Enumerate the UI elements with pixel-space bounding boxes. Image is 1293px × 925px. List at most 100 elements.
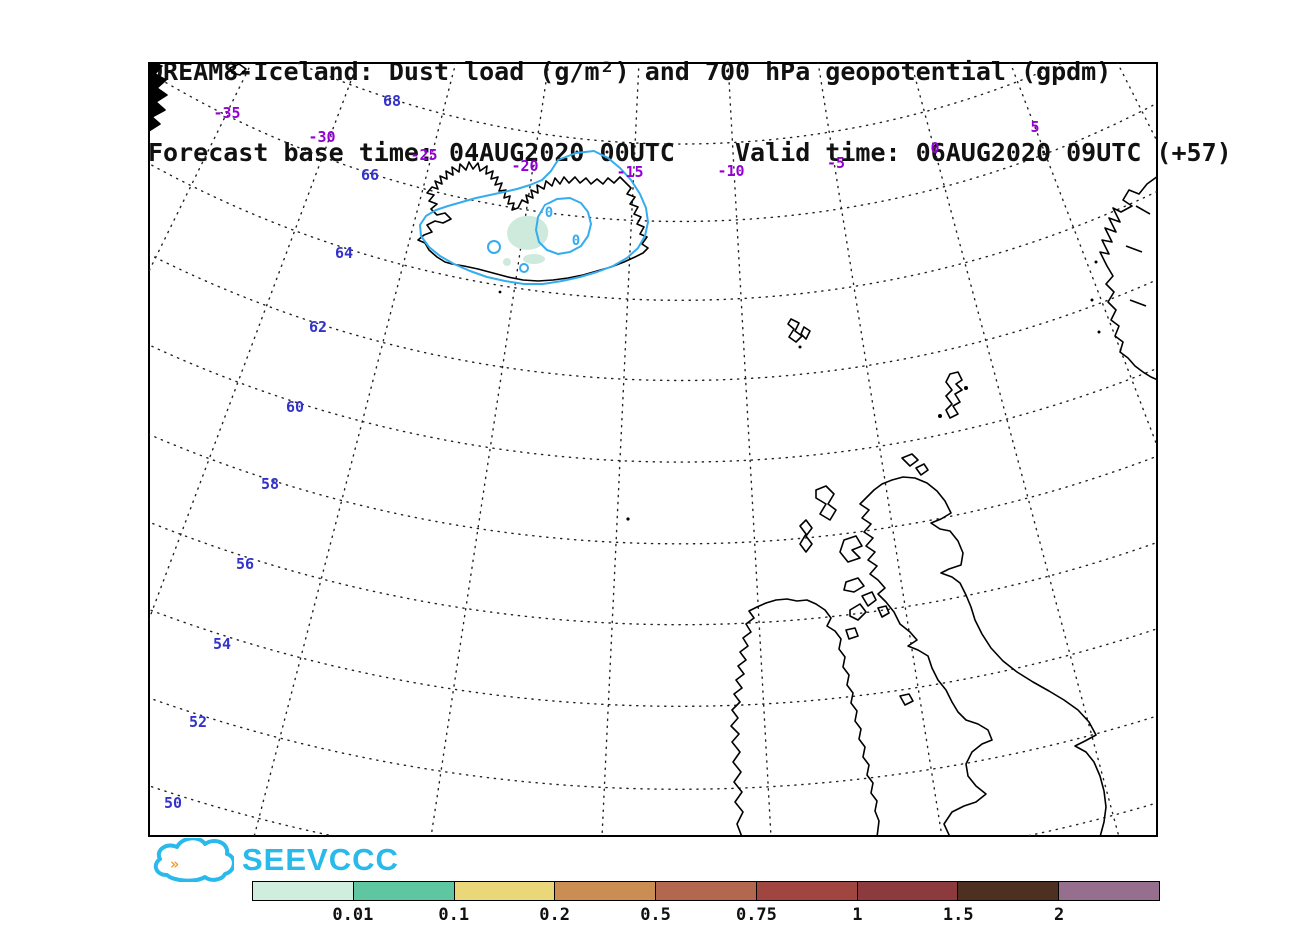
dust-contour-inner (535, 197, 592, 255)
dust-contour-ring (487, 240, 501, 254)
coastline-hebrides (799, 519, 813, 553)
legend-label: 2 (1053, 905, 1065, 925)
lat-label: 60 (286, 398, 304, 416)
lon-label: -15 (616, 163, 643, 181)
coastline-norway (1099, 175, 1157, 381)
dust-contour-ring (519, 263, 529, 273)
coastline-jura (861, 591, 877, 607)
coastline-great-britain (859, 476, 1107, 836)
latitude-gridline (149, 785, 1157, 836)
lat-label: 64 (335, 244, 353, 262)
coastline-orkney (915, 463, 929, 476)
lon-label: 5 (1030, 118, 1039, 136)
dust-contour-outer (419, 150, 649, 285)
logo-text: SEEVCCC (242, 842, 399, 877)
coastline-skye (839, 535, 863, 563)
dust-load-contours (419, 150, 649, 285)
legend-label: 0.1 (438, 905, 470, 925)
coastline-arran (877, 605, 890, 618)
lat-label: 68 (383, 92, 401, 110)
legend-colorbar (252, 881, 1160, 901)
coastline-island (229, 63, 247, 76)
lough-neagh (845, 627, 859, 640)
lat-label: 62 (309, 318, 327, 336)
latitude-labels: 68 66 64 62 60 58 56 54 52 50 (164, 92, 401, 812)
latitude-gridline (149, 162, 1157, 301)
seevccc-logo: » SEEVCCC (148, 838, 399, 882)
dust-contour-value-labels: 0 0 (543, 203, 582, 251)
latitude-gridline (149, 521, 1157, 626)
legend-label: 0.5 (640, 905, 671, 925)
coastline-faroe (800, 326, 811, 340)
coastline-faroe (787, 318, 803, 343)
graticule (149, 63, 1157, 836)
contour-label: 0 (545, 205, 553, 221)
rockall-islet (626, 517, 630, 521)
shetland-islet (964, 386, 968, 390)
meridian-gridline (1116, 63, 1157, 143)
meridian-gridline (910, 63, 1120, 836)
norway-islet (1097, 330, 1101, 334)
dust-patch (503, 258, 511, 266)
latitude-gridline (149, 71, 1157, 223)
shetland-islet (938, 414, 942, 418)
meridian-gridline (149, 63, 359, 622)
legend-segment (352, 882, 454, 900)
coastline-islay (849, 603, 867, 621)
legend-label: 0.75 (735, 905, 777, 925)
coastline-mull (843, 577, 865, 593)
lat-label: 56 (236, 555, 254, 573)
contour-label: 0 (572, 233, 580, 249)
lon-label: -25 (410, 146, 437, 164)
norway-islet (1090, 298, 1094, 302)
legend-segment (1058, 882, 1160, 900)
norway-fjord (1125, 245, 1143, 253)
norway-fjord (1129, 299, 1147, 307)
lat-label: 54 (213, 635, 231, 653)
lat-label: 66 (361, 166, 379, 184)
coastline-hebrides (815, 485, 837, 521)
legend-label: 1 (852, 905, 863, 925)
coastlines (149, 63, 1157, 836)
latitude-gridline (295, 63, 1065, 145)
lon-label: 0 (930, 139, 939, 157)
dust-patch (523, 254, 545, 264)
meridian-gridline (817, 63, 943, 836)
lon-label: -10 (717, 162, 744, 180)
legend-label: 1.5 (942, 905, 974, 925)
coastline-iceland (417, 161, 649, 282)
legend-segment (554, 882, 656, 900)
coastline-orkney (901, 453, 919, 467)
map-frame (148, 62, 1158, 837)
legend-segment (453, 882, 555, 900)
map-subtitle-times: Forecast base time: 04AUG2020 00UTC Vali… (148, 138, 1232, 167)
lon-label: -35 (213, 104, 240, 122)
legend-labels: 0.01 0.1 0.2 0.5 0.75 1 1.5 2 (252, 905, 1160, 925)
legend-label: 0.01 (332, 905, 374, 925)
norway-fjord (1135, 205, 1151, 215)
meridian-gridline (149, 63, 253, 273)
lon-label: -20 (511, 157, 538, 175)
coastline-isle-of-man (899, 693, 914, 706)
meridian-gridline (1009, 63, 1157, 448)
dust-load-shading (503, 215, 549, 266)
longitude-labels: -35 -30 -25 -20 -15 -10 -5 0 5 (213, 104, 1039, 181)
latitude-gridline (149, 253, 1157, 382)
lat-label: 58 (261, 475, 279, 493)
meridian-gridline (430, 63, 550, 836)
latitude-gridline (149, 433, 1157, 545)
cloud-icon: » (153, 838, 234, 882)
latitude-gridline (149, 608, 1157, 708)
coastline-greenland (149, 63, 168, 132)
lat-label: 50 (164, 794, 182, 812)
legend-label: 0.2 (539, 905, 571, 925)
coastline-ireland (730, 598, 880, 836)
legend-segment (253, 882, 353, 900)
vestmannaeyjar-islet (498, 290, 502, 294)
lat-label: 52 (189, 713, 207, 731)
legend-segment (856, 882, 958, 900)
latitude-gridline (149, 697, 1157, 790)
double-chevron-icon: » (170, 855, 179, 873)
legend-segment (655, 882, 756, 900)
